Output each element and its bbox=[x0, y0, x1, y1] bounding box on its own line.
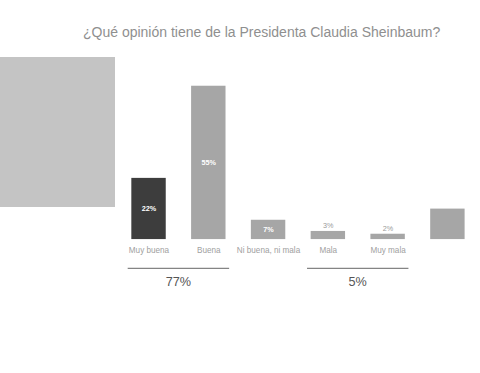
svg-text:77%: 77% bbox=[166, 275, 191, 289]
svg-text:5%: 5% bbox=[349, 275, 367, 289]
svg-text:Mala: Mala bbox=[319, 246, 337, 255]
svg-text:2%: 2% bbox=[383, 224, 394, 233]
svg-text:7%: 7% bbox=[263, 225, 274, 234]
svg-text:Ni buena, ni mala: Ni buena, ni mala bbox=[237, 246, 301, 255]
svg-text:Buena: Buena bbox=[197, 246, 221, 255]
svg-text:22%: 22% bbox=[142, 204, 157, 213]
svg-text:3%: 3% bbox=[323, 221, 334, 230]
svg-text:55%: 55% bbox=[202, 158, 217, 167]
svg-text:Muy buena: Muy buena bbox=[129, 246, 170, 255]
html-text:¿Qué opinión tiene de la Presi: ¿Qué opinión tiene de la Presidenta Clau… bbox=[83, 24, 441, 40]
svg-text:Muy mala: Muy mala bbox=[370, 246, 406, 255]
